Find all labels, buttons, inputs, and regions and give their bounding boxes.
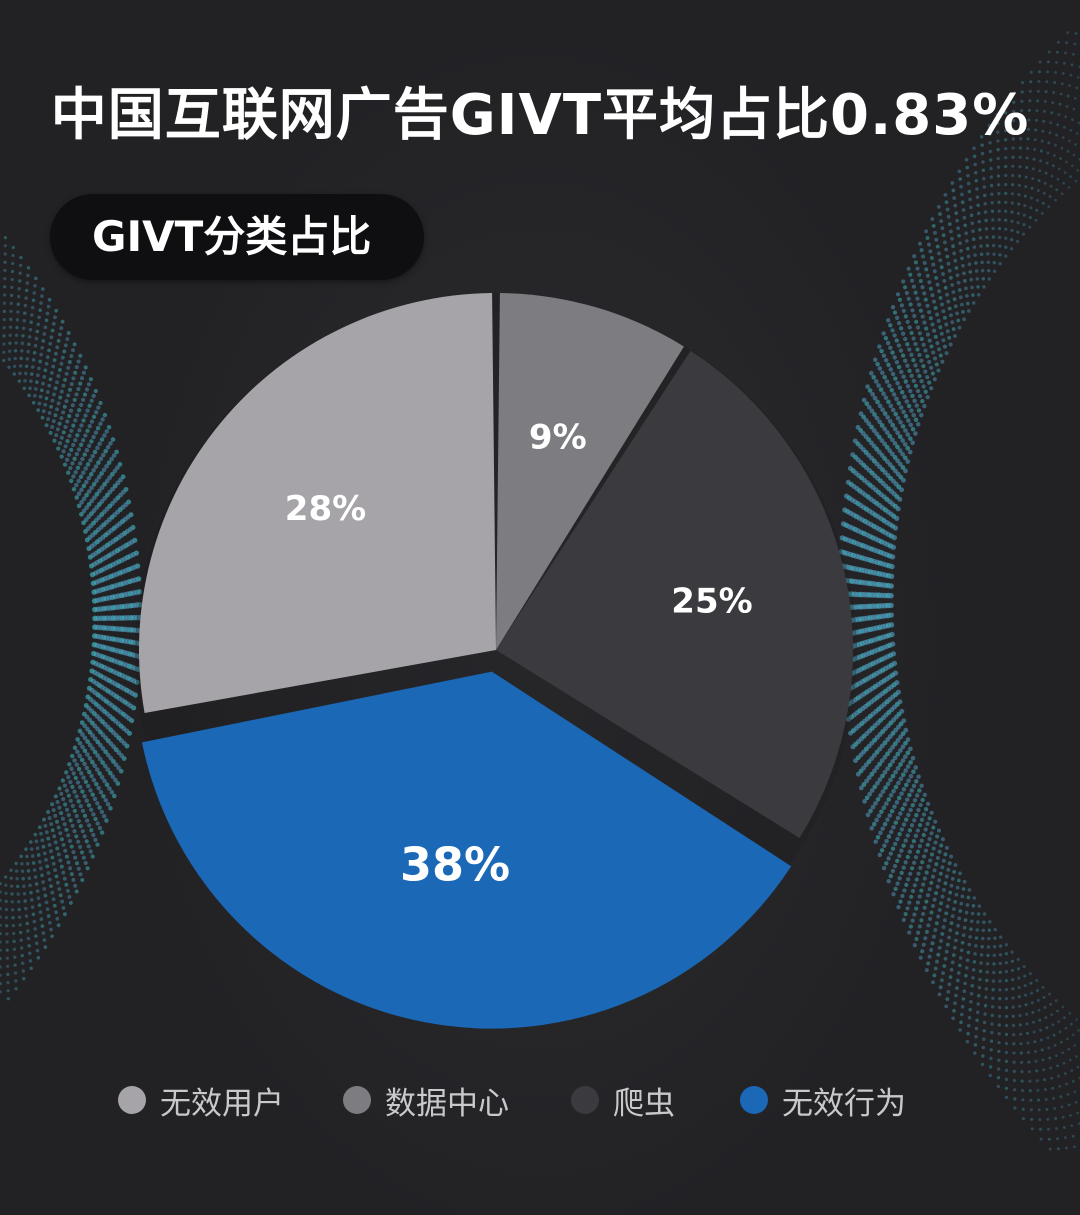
pie-label-data-center: 9% <box>529 417 587 457</box>
pie-slice-data-center <box>496 293 684 650</box>
legend-label: 爬虫 <box>613 1085 675 1122</box>
legend-swatch-data-center <box>343 1086 371 1114</box>
pie-slice-invalid-behavior <box>141 671 792 1029</box>
legend-swatch-invalid-behavior <box>740 1086 768 1114</box>
legend-label: 无效用户 <box>160 1085 284 1122</box>
legend-item-crawler: 爬虫 <box>571 1072 675 1128</box>
legend-item-invalid-behavior: 无效行为 <box>740 1072 906 1128</box>
legend-label: 数据中心 <box>385 1085 509 1122</box>
chart-subtitle: GIVT分类占比 <box>92 212 372 261</box>
legend-swatch-invalid-user <box>118 1086 146 1114</box>
chart-legend: 无效用户 数据中心 爬虫 无效行为 <box>0 1072 1080 1128</box>
pie-label-invalid-behavior: 38% <box>400 838 510 892</box>
pie-slice-invalid-user <box>139 293 497 714</box>
legend-label: 无效行为 <box>782 1085 906 1122</box>
legend-item-invalid-user: 无效用户 <box>118 1072 284 1128</box>
pie-label-invalid-user: 28% <box>285 489 366 529</box>
pie-slice-crawler <box>496 350 853 838</box>
page-title: 中国互联网广告GIVT平均占比0.83% <box>50 83 1030 148</box>
chart-subtitle-pill: GIVT分类占比 <box>50 194 424 280</box>
legend-swatch-crawler <box>571 1086 599 1114</box>
pie-label-crawler: 25% <box>671 582 752 622</box>
legend-item-data-center: 数据中心 <box>343 1072 509 1128</box>
